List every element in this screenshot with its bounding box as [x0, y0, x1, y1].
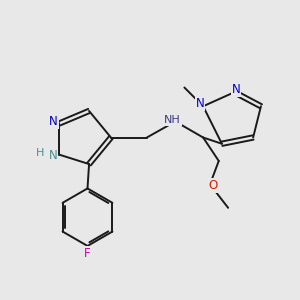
Text: N: N — [232, 82, 240, 96]
Text: F: F — [84, 247, 91, 260]
Text: NH: NH — [164, 115, 181, 125]
Text: N: N — [196, 97, 204, 110]
Text: H: H — [36, 148, 44, 158]
Text: O: O — [208, 179, 218, 192]
Text: N: N — [50, 116, 58, 128]
Text: N: N — [49, 149, 58, 162]
